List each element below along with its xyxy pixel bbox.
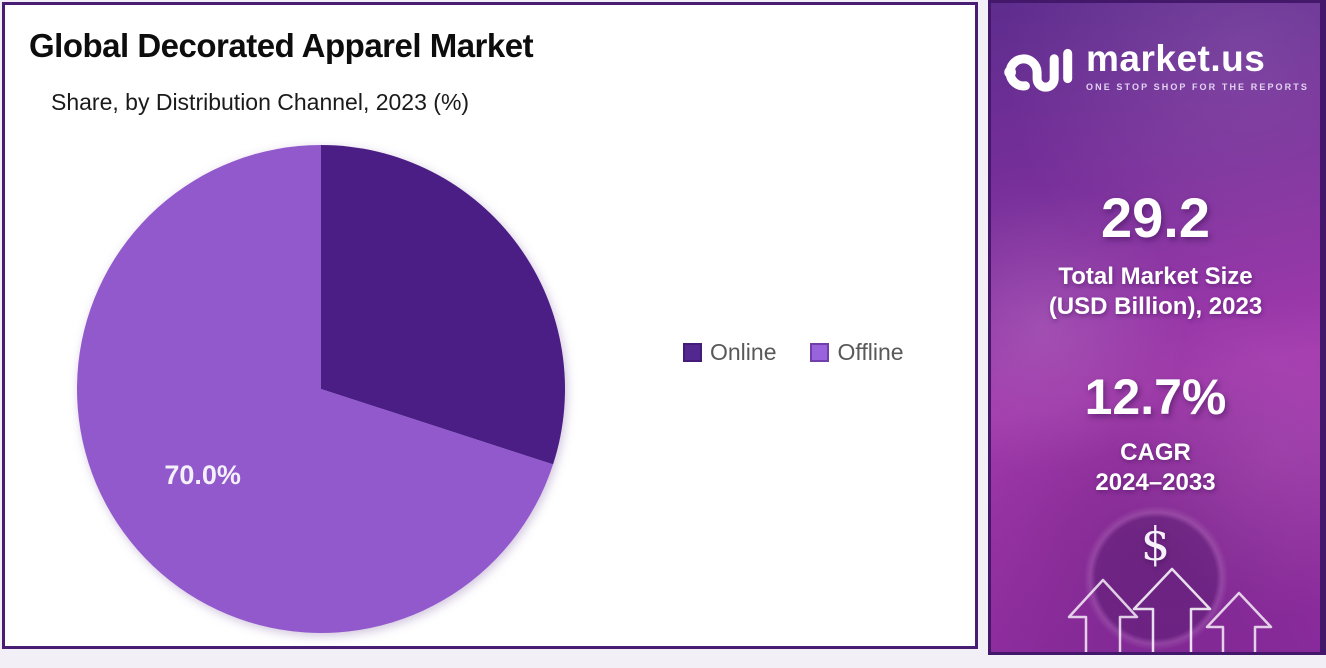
logo-tagline: ONE STOP SHOP FOR THE REPORTS <box>1086 82 1309 92</box>
legend-swatch-offline <box>810 343 830 362</box>
marketus-logo-mark-icon <box>1004 48 1073 92</box>
legend: Online Offline <box>683 339 904 366</box>
chart-panel: Global Decorated Apparel Market Share, b… <box>2 2 978 649</box>
growth-arrows-icon <box>1067 567 1273 652</box>
stat-market-size-value: 29.2 <box>1101 186 1210 249</box>
legend-label-online: Online <box>710 339 777 365</box>
logo-wordmark: market.us <box>1086 38 1266 79</box>
pie-chart: 70.0% <box>77 145 566 633</box>
pie-slice-online[interactable] <box>321 145 566 465</box>
legend-item-offline[interactable]: Offline <box>810 339 904 366</box>
stat-market-size-label: Total Market Size (USD Billion), 2023 <box>991 262 1320 322</box>
chart-subtitle: Share, by Distribution Channel, 2023 (%) <box>51 89 470 115</box>
stat-market-size-label-line1: Total Market Size <box>1058 263 1253 290</box>
pie-slice-offline[interactable] <box>77 145 554 633</box>
pie-data-label: 70.0% <box>164 460 241 490</box>
chart-title: Global Decorated Apparel Market <box>29 27 534 64</box>
stat-cagr-label: CAGR 2024–2033 <box>991 438 1320 498</box>
stat-cagr: 12.7% CAGR 2024–2033 <box>991 368 1320 498</box>
legend-label-offline: Offline <box>837 339 904 365</box>
stat-cagr-value: 12.7% <box>1084 369 1227 425</box>
marketus-logo: market.us ONE STOP SHOP FOR THE REPORTS <box>991 35 1320 97</box>
legend-item-online[interactable]: Online <box>683 339 776 366</box>
brand-sidebar: market.us ONE STOP SHOP FOR THE REPORTS … <box>988 0 1326 655</box>
stat-market-size-label-line2: (USD Billion), 2023 <box>1048 293 1263 320</box>
logo-text-block: market.us ONE STOP SHOP FOR THE REPORTS <box>1086 40 1309 92</box>
stat-market-size: 29.2 Total Market Size (USD Billion), 20… <box>991 185 1320 322</box>
stat-cagr-label-line2: 2024–2033 <box>1095 469 1216 496</box>
stat-cagr-label-line1: CAGR <box>1120 439 1191 466</box>
legend-swatch-online <box>683 343 702 362</box>
dollar-icon: $ <box>1140 517 1171 571</box>
